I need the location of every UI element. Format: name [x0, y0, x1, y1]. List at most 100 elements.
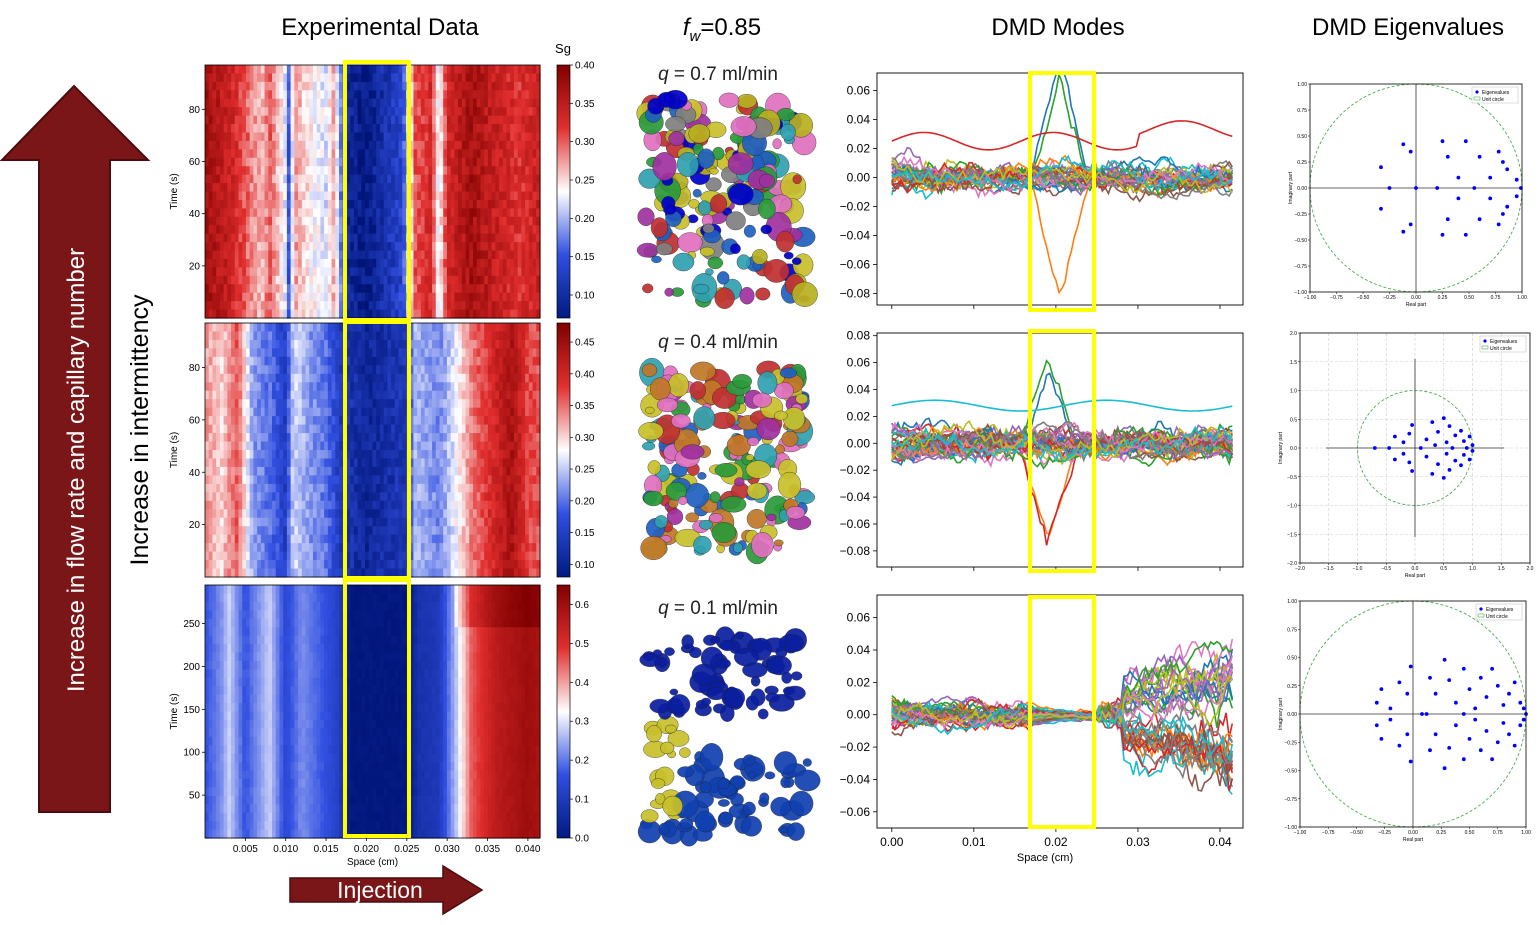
heatmap-cell [502, 107, 508, 117]
heatmap-cell [346, 157, 351, 167]
heatmap-cell [350, 309, 355, 319]
heatmap-cell [253, 140, 258, 150]
heatmap-cell [331, 81, 336, 91]
heatmap-cell [398, 115, 403, 125]
heatmap-cell [372, 365, 377, 375]
heatmap-cell [272, 568, 277, 578]
heatmap-cell [260, 73, 266, 83]
heatmap-cell [301, 292, 307, 302]
heatmap-cell [279, 348, 284, 358]
heatmap-cell [216, 225, 221, 235]
heatmap-cell [413, 242, 418, 252]
heatmap-cell [234, 416, 240, 426]
heatmap-cell [383, 517, 388, 527]
heatmap-cell [234, 517, 240, 527]
heatmap-cell [435, 242, 441, 252]
heatmap-cell [320, 424, 325, 434]
heatmap-cell [365, 466, 370, 476]
heatmap-cell [398, 339, 403, 349]
heatmap-cell [242, 450, 247, 460]
heatmap-cell [346, 216, 351, 226]
heatmap-cell [253, 216, 258, 226]
heatmap-cell [420, 301, 426, 311]
heatmap-cell [290, 124, 295, 134]
heatmap-cell [435, 292, 441, 302]
heatmap-cell [219, 216, 225, 226]
heatmap-cell [391, 365, 396, 375]
heatmap-cell [532, 225, 537, 235]
heatmap-cell [353, 233, 359, 243]
pore-blob [690, 361, 716, 381]
heatmap-cell [212, 225, 217, 235]
heatmap-cell [484, 191, 489, 201]
heatmap-cell [346, 183, 351, 193]
heatmap-cell [268, 509, 273, 519]
heatmap-cell [312, 166, 318, 176]
heatmap-cell [216, 301, 221, 311]
heatmap-cell [536, 242, 541, 252]
heatmap-cell [361, 526, 366, 536]
heatmap-cell [286, 284, 292, 294]
heatmap-cell [402, 526, 407, 536]
heatmap-cell [439, 124, 444, 134]
heatmap-cell [286, 560, 292, 570]
heatmap-cell [231, 199, 236, 209]
heatmap-cell [394, 441, 400, 451]
heatmap-cell [476, 199, 482, 209]
heatmap-cell [376, 149, 381, 159]
heatmap-cell [391, 73, 396, 83]
heatmap-cell [290, 356, 295, 366]
heatmap-cell [205, 466, 210, 476]
pore-blob [693, 535, 712, 554]
heatmap-cell [361, 509, 366, 519]
heatmap-cell [245, 500, 251, 510]
heatmap-cell [205, 233, 210, 243]
pore-blob [657, 92, 676, 108]
heatmap-cell [320, 466, 325, 476]
heatmap-cell [245, 98, 251, 108]
heatmap-cell [316, 166, 321, 176]
heatmap-cell [216, 90, 221, 100]
heatmap-cell [528, 267, 534, 277]
heatmap-cell [260, 526, 266, 536]
heatmap-cell [394, 331, 400, 341]
heatmap-cell [402, 517, 407, 527]
heatmap-cell [227, 65, 232, 75]
pore-blob [781, 430, 799, 447]
heatmap-cell [205, 475, 210, 485]
heatmap-cell [242, 466, 247, 476]
heatmap-cell [465, 208, 470, 218]
heatmap-cell [376, 98, 381, 108]
heatmap-cell [376, 365, 381, 375]
heatmap-cell [294, 132, 299, 142]
heatmap-cell [208, 382, 214, 392]
heatmap-cell [238, 466, 243, 476]
heatmap-cell [231, 433, 236, 443]
heatmap-cell [283, 98, 288, 108]
heatmap-cell [286, 475, 292, 485]
heatmap-cell [294, 450, 299, 460]
heatmap-cell [279, 483, 284, 493]
heatmap-cell [350, 416, 355, 426]
heatmap-cell [275, 166, 281, 176]
heatmap-cell [372, 323, 377, 333]
heatmap-cell [417, 258, 422, 268]
heatmap-cell [413, 284, 418, 294]
heatmap-cell [272, 284, 277, 294]
heatmap-cell [242, 90, 247, 100]
heatmap-cell [205, 81, 210, 91]
heatmap-cell [275, 90, 281, 100]
heatmap-cell [513, 149, 519, 159]
heatmap-cell [335, 90, 340, 100]
heatmap-cell [212, 390, 217, 400]
heatmap-cell [398, 568, 403, 578]
heatmap-cell [361, 339, 366, 349]
heatmap-cell [350, 365, 355, 375]
heatmap-cell [517, 275, 522, 285]
heatmap-cell [279, 407, 284, 417]
heatmap-cell [223, 216, 228, 226]
heatmap-cell [260, 149, 266, 159]
heatmap-cell [331, 450, 336, 460]
heatmap-cell [298, 225, 303, 235]
heatmap-cell [372, 292, 377, 302]
